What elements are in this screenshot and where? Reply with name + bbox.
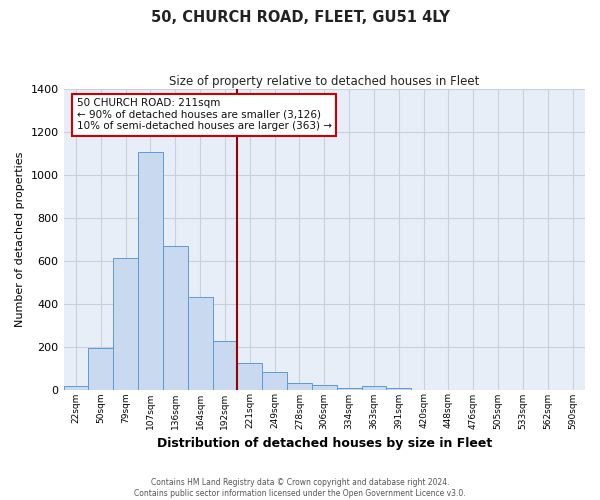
Bar [238, 362, 262, 390]
Bar [88, 348, 113, 390]
Text: 50 CHURCH ROAD: 211sqm
← 90% of detached houses are smaller (3,126)
10% of semi-: 50 CHURCH ROAD: 211sqm ← 90% of detached… [77, 98, 332, 132]
Y-axis label: Number of detached properties: Number of detached properties [15, 152, 25, 327]
Bar [337, 388, 362, 390]
Bar [262, 372, 287, 390]
Bar [362, 386, 386, 390]
Text: Contains HM Land Registry data © Crown copyright and database right 2024.
Contai: Contains HM Land Registry data © Crown c… [134, 478, 466, 498]
Title: Size of property relative to detached houses in Fleet: Size of property relative to detached ho… [169, 75, 479, 88]
Bar [64, 386, 88, 390]
Text: 50, CHURCH ROAD, FLEET, GU51 4LY: 50, CHURCH ROAD, FLEET, GU51 4LY [151, 10, 449, 25]
Bar [287, 383, 312, 390]
Bar [138, 152, 163, 390]
Bar [212, 341, 238, 390]
Bar [386, 388, 411, 390]
Bar [113, 258, 138, 390]
X-axis label: Distribution of detached houses by size in Fleet: Distribution of detached houses by size … [157, 437, 492, 450]
Bar [163, 246, 188, 390]
Bar [188, 298, 212, 390]
Bar [312, 385, 337, 390]
